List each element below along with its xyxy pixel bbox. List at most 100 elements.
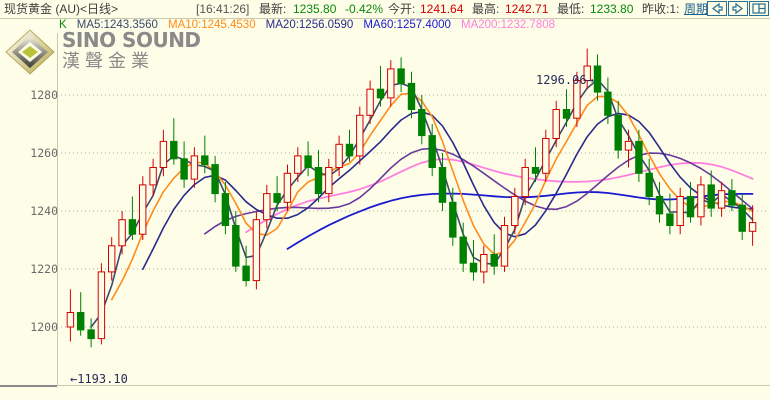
candle — [531, 147, 540, 182]
candle — [635, 129, 643, 182]
brand-name-en: SINO SOUND — [62, 28, 201, 52]
candle — [686, 182, 695, 223]
candle — [201, 135, 209, 174]
candle — [366, 80, 374, 124]
candlestick-chart[interactable]: 1200 1220 1240 1260 1280 1296.06→ ←1193.10 — [0, 33, 770, 387]
candle — [387, 60, 395, 107]
candle — [159, 129, 168, 177]
candle — [604, 77, 612, 124]
low-label: 最低: — [557, 2, 585, 16]
last-value: 1235.80 — [293, 2, 337, 16]
open-label: 今开: — [388, 2, 416, 16]
corner-edge — [0, 385, 57, 387]
ma60-legend: MA60:1257.4000 — [363, 19, 451, 31]
open-value: 1241.64 — [420, 2, 464, 16]
candle — [562, 89, 571, 127]
quote-header-bar: 现货黄金 (AU)<日线> [16:41:26] 最新: 1235.80 -0.… — [0, 0, 770, 19]
candle — [77, 292, 85, 336]
high-annotation: 1296.06→ — [536, 73, 594, 87]
y-tick-1200: 1200 — [30, 320, 58, 334]
last-label: 最新: — [259, 2, 287, 16]
change-percent: -0.42% — [345, 2, 384, 16]
candle — [593, 54, 602, 101]
candle — [614, 100, 622, 159]
brand-logo-text: SINO SOUND 漢聲金業 — [62, 30, 212, 73]
ma20-legend: MA20:1256.0590 — [265, 19, 354, 31]
next-arrow-icon[interactable] — [728, 1, 748, 16]
candle — [66, 289, 75, 342]
candle — [108, 237, 116, 281]
candle — [87, 318, 95, 348]
candle — [304, 141, 312, 177]
candle — [325, 158, 333, 203]
candle — [676, 187, 684, 235]
brand-name-cn: 漢聲金業 — [62, 51, 154, 72]
candle — [707, 170, 715, 217]
candle — [655, 182, 664, 223]
candle — [748, 205, 757, 246]
y-tick-1280: 1280 — [30, 88, 58, 102]
candle — [521, 158, 529, 206]
candle — [728, 179, 736, 211]
candle — [180, 141, 188, 188]
low-annotation: ←1193.10 — [70, 372, 128, 386]
prev-close-label: 昨收:1: — [642, 2, 680, 16]
candle — [500, 216, 509, 272]
candle — [376, 66, 385, 107]
candle — [252, 211, 261, 290]
y-tick-1220: 1220 — [30, 262, 58, 276]
candle — [645, 158, 653, 206]
candle — [211, 155, 219, 203]
candle — [717, 182, 726, 217]
candle — [438, 153, 447, 211]
candle — [583, 48, 591, 90]
candle — [573, 71, 581, 127]
candle — [242, 245, 250, 287]
diamond-logo-icon — [4, 28, 56, 76]
candle — [314, 150, 323, 203]
candle — [128, 196, 137, 240]
y-tick-1240: 1240 — [30, 204, 58, 218]
chart-canvas[interactable] — [0, 33, 770, 386]
cycle-button[interactable]: 周期 — [684, 2, 709, 16]
candle — [428, 124, 436, 177]
prev-arrow-icon[interactable] — [707, 1, 727, 16]
candle — [139, 176, 147, 240]
candle — [738, 193, 746, 240]
split-view-icon[interactable] — [749, 1, 769, 16]
candle — [118, 211, 126, 255]
candle — [624, 129, 633, 168]
ma-legend-row: K MA5:1243.3560 MA10:1245.4530 MA20:1256… — [59, 19, 562, 33]
candle — [418, 95, 426, 145]
candle — [345, 129, 354, 162]
candle — [190, 147, 199, 188]
candle — [449, 187, 457, 246]
candle — [552, 100, 560, 148]
candle — [469, 240, 478, 281]
candle — [480, 245, 488, 284]
quote-time: [16:41:26] — [196, 2, 250, 16]
ma10-legend: MA10:1245.4530 — [168, 19, 256, 31]
candle — [697, 176, 705, 226]
candle — [221, 182, 230, 235]
candle — [542, 129, 550, 182]
candle — [356, 106, 364, 165]
candle — [273, 176, 281, 211]
ma200-legend: MA200:1232.7808 — [461, 19, 556, 31]
candle — [149, 158, 157, 197]
candle — [170, 118, 178, 165]
candle — [283, 164, 292, 211]
candle — [459, 222, 467, 272]
candle — [263, 184, 271, 229]
ma5-legend: MA5:1243.3560 — [76, 19, 158, 31]
candle — [490, 234, 498, 275]
y-tick-1260: 1260 — [30, 146, 58, 160]
symbol-label: 现货黄金 (AU)<日线> — [4, 2, 119, 16]
x-axis-line — [0, 385, 770, 386]
candle — [97, 263, 106, 345]
candle — [407, 71, 416, 119]
candle — [666, 193, 674, 235]
candle — [232, 211, 240, 272]
candle — [335, 135, 343, 177]
high-value: 1242.71 — [505, 2, 549, 16]
